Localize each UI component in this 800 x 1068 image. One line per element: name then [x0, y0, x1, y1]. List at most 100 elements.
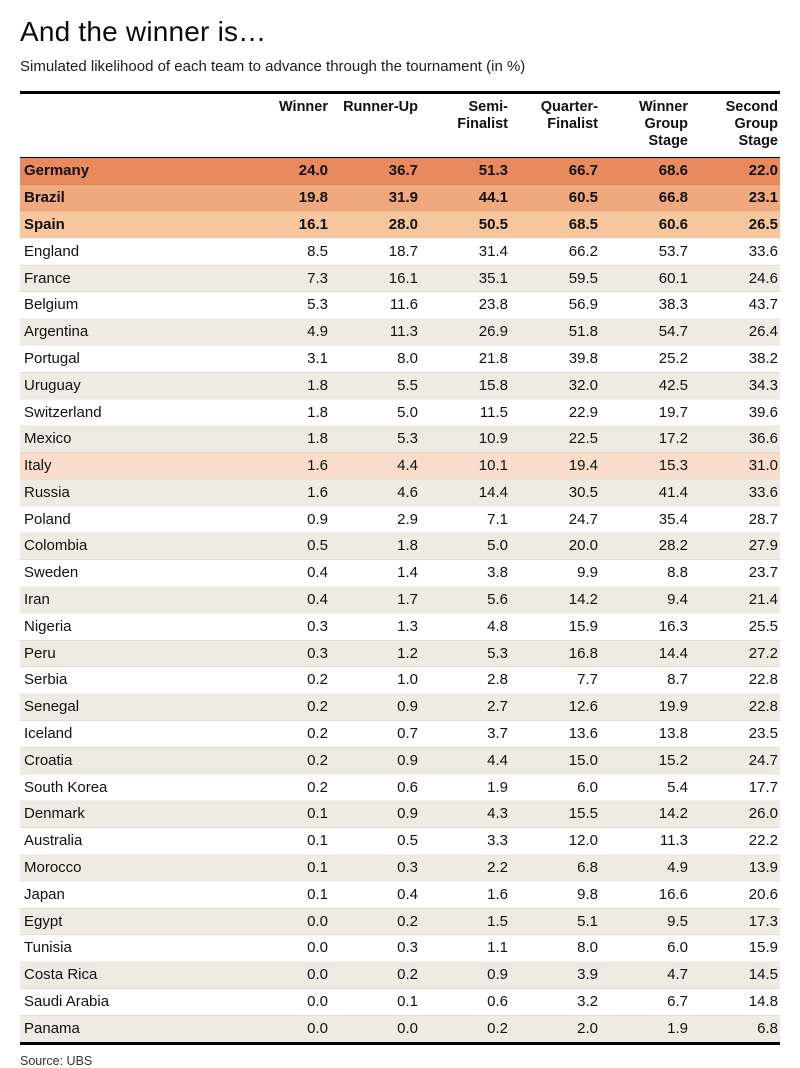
value-cell: 4.9 — [307, 323, 328, 341]
team-name: Italy — [24, 457, 52, 475]
value-cell: 59.5 — [568, 269, 598, 287]
value-cell: 1.1 — [487, 939, 508, 957]
page-subtitle: Simulated likelihood of each team to adv… — [20, 58, 526, 75]
value-cell: 16.1 — [298, 215, 328, 233]
value-cell: 8.0 — [397, 349, 418, 367]
value-cell: 0.1 — [307, 805, 328, 823]
value-cell: 19.7 — [658, 403, 688, 421]
value-cell: 5.3 — [487, 644, 508, 662]
value-cell: 39.8 — [568, 349, 598, 367]
source-note: Source: UBS — [20, 1053, 93, 1068]
value-cell: 23.8 — [478, 296, 508, 314]
value-cell: 51.3 — [478, 162, 508, 180]
value-cell: 0.9 — [397, 698, 418, 716]
team-name: Costa Rica — [24, 966, 98, 984]
value-cell: 6.8 — [757, 1019, 778, 1037]
team-name: Spain — [24, 215, 65, 233]
value-cell: 17.2 — [658, 430, 688, 448]
team-name: Denmark — [24, 805, 85, 823]
value-cell: 9.5 — [667, 912, 688, 930]
value-cell: 54.7 — [658, 323, 688, 341]
value-cell: 26.4 — [748, 323, 778, 341]
value-cell: 0.0 — [307, 939, 328, 957]
value-cell: 2.7 — [487, 698, 508, 716]
value-cell: 0.4 — [397, 885, 418, 903]
team-name: Poland — [24, 510, 71, 528]
value-cell: 21.8 — [478, 349, 508, 367]
value-cell: 0.0 — [307, 912, 328, 930]
value-cell: 9.4 — [667, 591, 688, 609]
table-row: Argentina 4.9 11.3 26.9 51.8 54.7 26.4 — [20, 318, 780, 346]
value-cell: 6.0 — [667, 939, 688, 957]
value-cell: 0.4 — [307, 591, 328, 609]
value-cell: 15.9 — [568, 617, 598, 635]
team-name: Iceland — [24, 725, 73, 743]
table-row: Denmark 0.1 0.9 4.3 15.5 14.2 26.0 — [20, 800, 780, 828]
value-cell: 24.7 — [748, 751, 778, 769]
value-cell: 41.4 — [658, 483, 688, 501]
value-cell: 28.0 — [388, 215, 418, 233]
value-cell: 68.5 — [568, 215, 598, 233]
value-cell: 0.2 — [397, 966, 418, 984]
value-cell: 34.3 — [748, 376, 778, 394]
value-cell: 0.1 — [307, 859, 328, 877]
value-cell: 2.9 — [397, 510, 418, 528]
table-row: Australia 0.1 0.5 3.3 12.0 11.3 22.2 — [20, 828, 780, 855]
value-cell: 16.8 — [568, 644, 598, 662]
value-cell: 0.2 — [307, 671, 328, 689]
value-cell: 25.2 — [658, 349, 688, 367]
table-row: Tunisia 0.0 0.3 1.1 8.0 6.0 15.9 — [20, 935, 780, 962]
team-name: Japan — [24, 885, 65, 903]
value-cell: 22.0 — [748, 162, 778, 180]
value-cell: 2.2 — [487, 859, 508, 877]
column-header: Quarter- Finalist — [510, 92, 600, 159]
value-cell: 0.2 — [397, 912, 418, 930]
value-cell: 35.1 — [478, 269, 508, 287]
table-row: Brazil 19.8 31.9 44.1 60.5 66.8 23.1 — [20, 184, 780, 212]
value-cell: 0.0 — [307, 993, 328, 1011]
value-cell: 0.5 — [307, 537, 328, 555]
team-name: Saudi Arabia — [24, 993, 110, 1011]
value-cell: 36.6 — [748, 430, 778, 448]
value-cell: 13.6 — [568, 725, 598, 743]
value-cell: 16.1 — [388, 269, 418, 287]
table-row: Senegal 0.2 0.9 2.7 12.6 19.9 22.8 — [20, 693, 780, 721]
value-cell: 15.9 — [748, 939, 778, 957]
value-cell: 17.7 — [748, 778, 778, 796]
value-cell: 66.8 — [658, 189, 688, 207]
team-name: Sweden — [24, 564, 79, 582]
value-cell: 18.7 — [388, 242, 418, 260]
value-cell: 27.2 — [748, 644, 778, 662]
value-cell: 0.3 — [307, 644, 328, 662]
value-cell: 7.1 — [487, 510, 508, 528]
value-cell: 21.4 — [748, 591, 778, 609]
column-header: Second Group Stage — [690, 92, 780, 159]
value-cell: 8.8 — [667, 564, 688, 582]
value-cell: 1.0 — [397, 671, 418, 689]
value-cell: 11.3 — [659, 832, 688, 850]
value-cell: 4.4 — [487, 751, 508, 769]
team-name: England — [24, 242, 80, 260]
team-name: Nigeria — [24, 617, 72, 635]
table-row: Italy 1.6 4.4 10.1 19.4 15.3 31.0 — [20, 452, 780, 480]
value-cell: 19.4 — [568, 457, 598, 475]
table-row: Uruguay 1.8 5.5 15.8 32.0 42.5 34.3 — [20, 372, 780, 399]
value-cell: 0.1 — [397, 993, 418, 1011]
value-cell: 39.6 — [748, 403, 778, 421]
table-row: Mexico 1.8 5.3 10.9 22.5 17.2 36.6 — [20, 425, 780, 453]
value-cell: 5.0 — [397, 403, 418, 421]
value-cell: 14.5 — [748, 966, 778, 984]
table-row: Spain 16.1 28.0 50.5 68.5 60.6 26.5 — [20, 211, 780, 239]
value-cell: 0.2 — [307, 725, 328, 743]
table-row: France 7.3 16.1 35.1 59.5 60.1 24.6 — [20, 265, 780, 292]
value-cell: 43.7 — [748, 296, 778, 314]
value-cell: 38.2 — [748, 349, 778, 367]
page-title: And the winner is… — [20, 16, 267, 47]
value-cell: 24.6 — [748, 269, 778, 287]
value-cell: 56.9 — [568, 296, 598, 314]
table-row: Saudi Arabia 0.0 0.1 0.6 3.2 6.7 14.8 — [20, 989, 780, 1016]
value-cell: 1.4 — [397, 564, 418, 582]
value-cell: 15.3 — [658, 457, 688, 475]
value-cell: 14.2 — [568, 591, 598, 609]
value-cell: 36.7 — [388, 162, 418, 180]
